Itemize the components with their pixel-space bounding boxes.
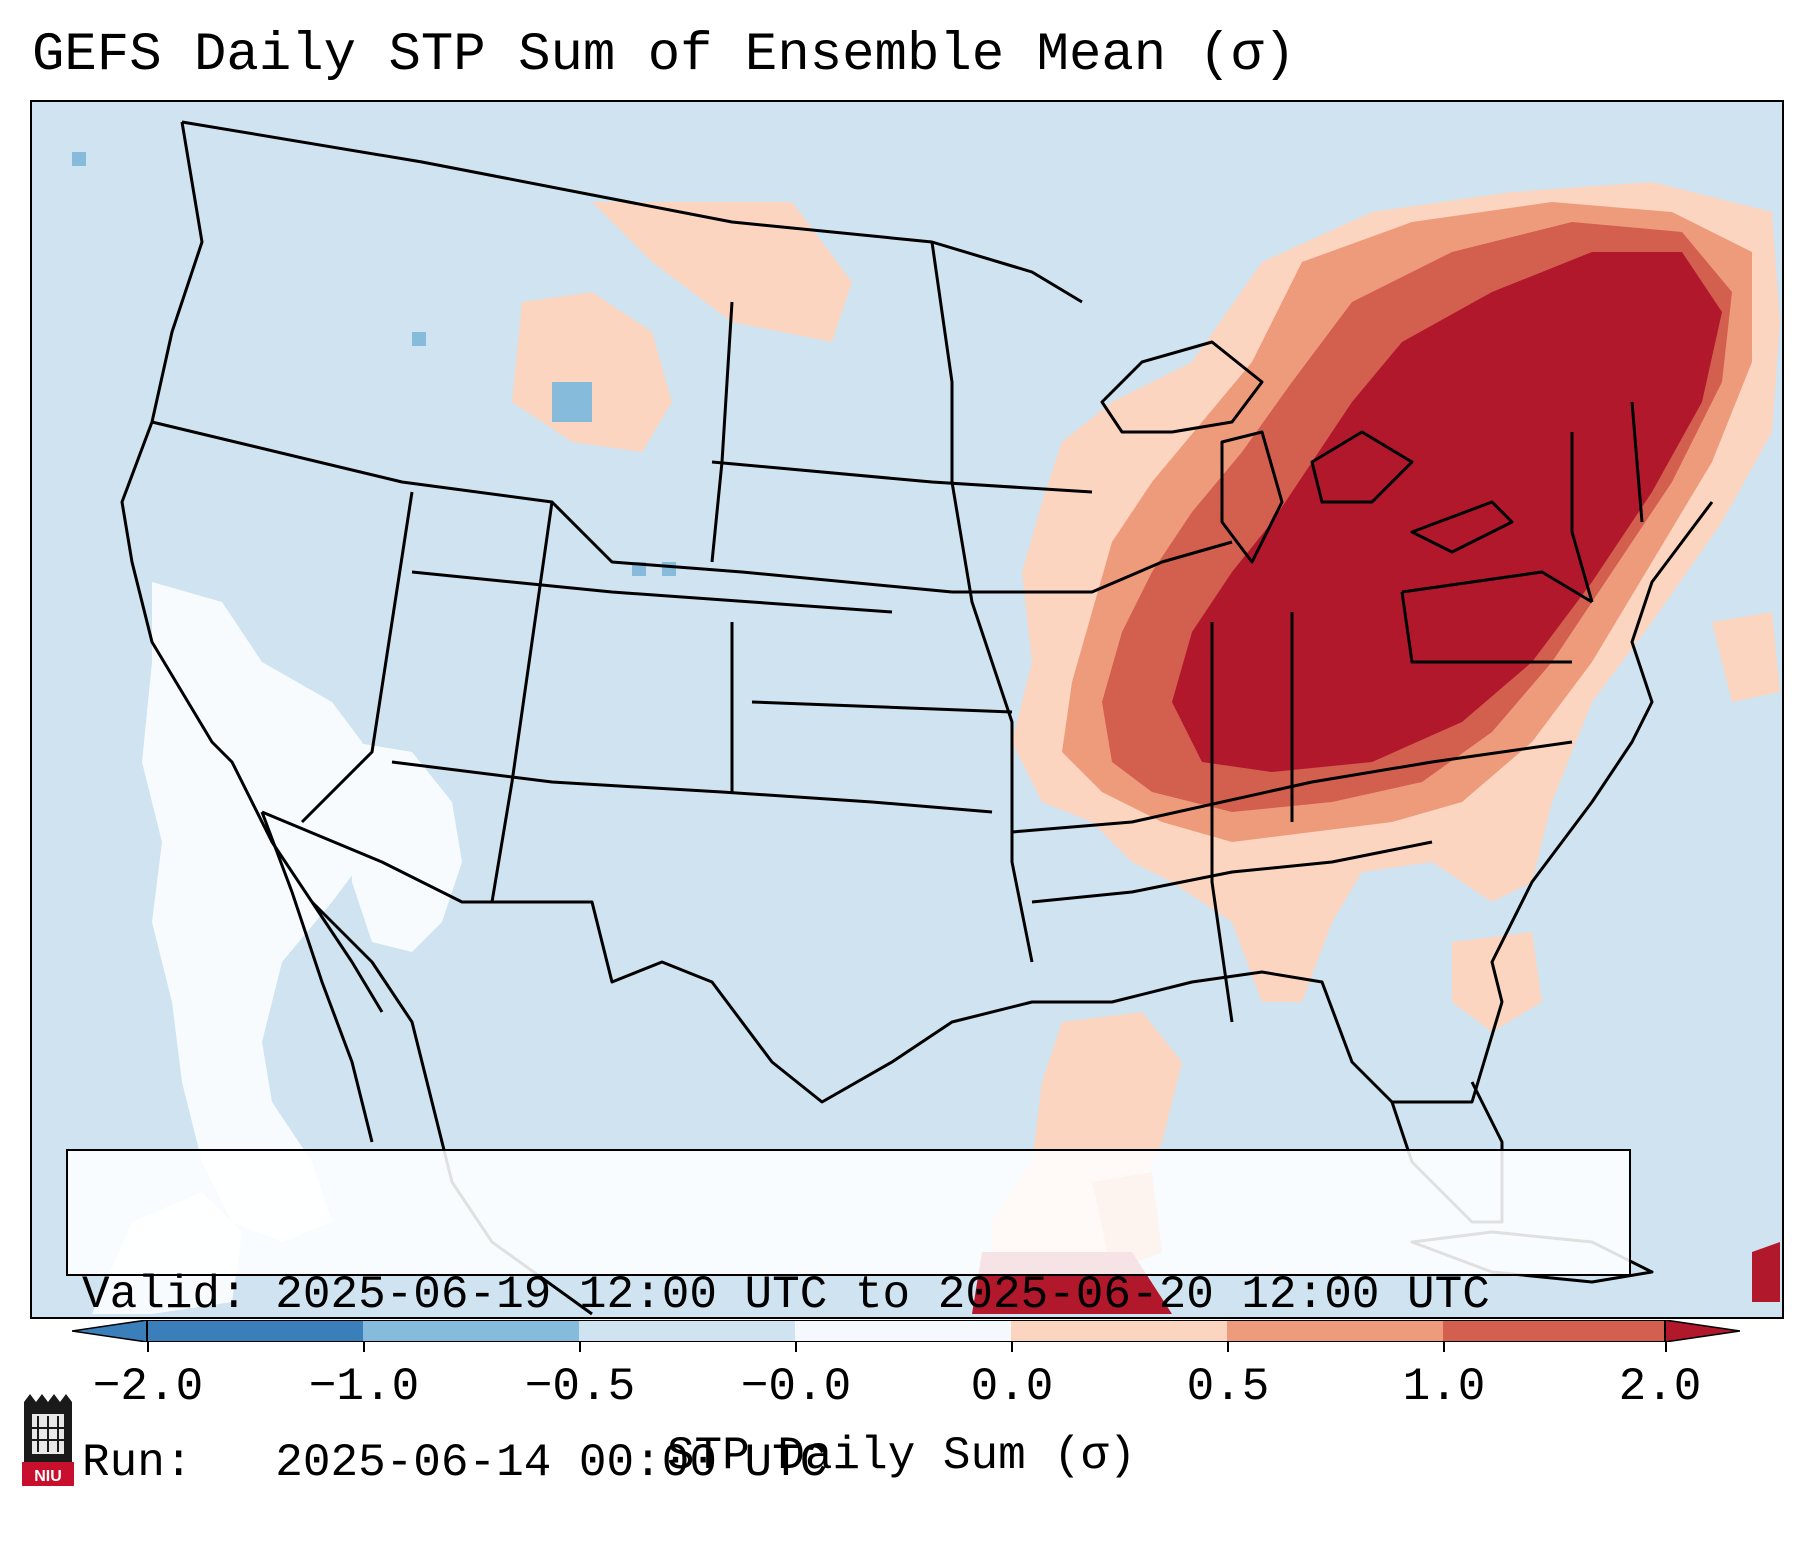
colorbar-tickmark <box>1011 1342 1013 1352</box>
logo-text: NIU <box>34 1468 62 1485</box>
colorbar-label: STP Daily Sum (σ) <box>666 1430 1137 1482</box>
colorbar-extend-high <box>1664 1320 1740 1342</box>
page-title: GEFS Daily STP Sum of Ensemble Mean (σ) <box>32 25 1296 86</box>
colorbar-segment <box>579 1320 795 1342</box>
run-value: 2025-06-14 00:00 UTC <box>275 1437 828 1489</box>
validity-info-box: Valid: 2025-06-19 12:00 UTC to 2025-06-2… <box>66 1149 1631 1489</box>
colorbar-tickmark <box>147 1342 149 1352</box>
colorbar-tick-label: 0.5 <box>1186 1361 1270 1413</box>
colorbar-tick-label: 2.0 <box>1618 1361 1702 1413</box>
colorbar-tickmark <box>1665 1342 1667 1352</box>
colorbar-tick-label: −2.0 <box>92 1361 204 1413</box>
colorbar-tick-label: −0.0 <box>740 1361 852 1413</box>
colorbar-tick-label: −1.0 <box>308 1361 420 1413</box>
colorbar <box>72 1320 1740 1342</box>
colorbar-tickmark <box>795 1342 797 1352</box>
run-label: Run: <box>82 1437 193 1489</box>
valid-value: 2025-06-19 12:00 UTC to 2025-06-20 12:00… <box>275 1269 1490 1321</box>
colorbar-tickmark <box>1443 1342 1445 1352</box>
map-panel <box>30 100 1784 1319</box>
valid-label: Valid: <box>82 1269 248 1321</box>
colorbar-tickmark <box>363 1342 365 1352</box>
colorbar-segment <box>1227 1320 1443 1342</box>
colorbar-tick-label: −0.5 <box>524 1361 636 1413</box>
colorbar-segment <box>1011 1320 1227 1342</box>
colorbar-segment <box>1443 1320 1665 1342</box>
anomaly-negative <box>72 152 676 576</box>
colorbar-tickmark <box>1227 1342 1229 1352</box>
colorbar-tick-label: 1.0 <box>1402 1361 1486 1413</box>
colorbar-tick-label: 0.0 <box>970 1361 1054 1413</box>
colorbar-segment <box>147 1320 363 1342</box>
map-canvas <box>32 102 1782 1317</box>
colorbar-segment <box>795 1320 1011 1342</box>
colorbar-tickmark <box>579 1342 581 1352</box>
colorbar-extend-low <box>72 1320 148 1342</box>
colorbar-segment <box>363 1320 579 1342</box>
run-row: Run: 2025-06-14 00:00 UTC <box>82 1435 1615 1491</box>
niu-logo: NIU <box>22 1394 74 1486</box>
valid-row: Valid: 2025-06-19 12:00 UTC to 2025-06-2… <box>82 1267 1615 1323</box>
